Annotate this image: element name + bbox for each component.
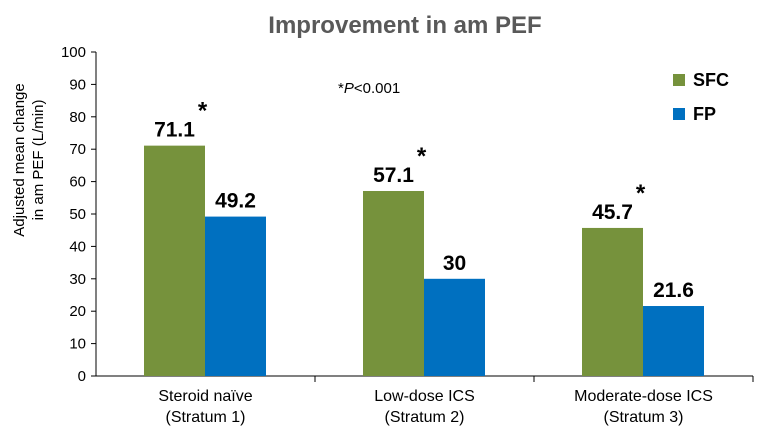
annotation-suffix: <0.001 xyxy=(354,80,400,97)
y-tick-label: 20 xyxy=(69,303,86,320)
legend-swatch-sfc xyxy=(673,74,685,86)
legend-swatch-fp xyxy=(673,108,685,120)
data-label: 30 xyxy=(443,252,466,275)
bar-sfc xyxy=(144,145,205,376)
legend: SFC FP xyxy=(673,70,729,124)
y-tick-label: 100 xyxy=(61,44,86,61)
x-category-label: (Stratum 2) xyxy=(384,409,464,426)
x-category-label: (Stratum 3) xyxy=(603,409,683,426)
y-tick-label: 40 xyxy=(69,238,86,255)
annotation-prefix: * xyxy=(338,80,344,97)
bar-sfc xyxy=(363,190,424,376)
y-tick-label: 60 xyxy=(69,174,86,191)
bar-fp xyxy=(643,306,704,376)
x-category-label: Steroid naïve xyxy=(158,388,252,405)
y-axis-label-line-1: Adjusted mean change xyxy=(11,83,28,236)
y-tick-label: 80 xyxy=(69,109,86,126)
y-axis-label-line-2: in am PEF (L/min) xyxy=(30,100,47,221)
data-label: 71.1 xyxy=(154,119,195,142)
x-category-label: (Stratum 1) xyxy=(165,409,245,426)
y-tick-label: 0 xyxy=(78,368,86,385)
data-label: 49.2 xyxy=(215,190,256,213)
significance-star: * xyxy=(636,180,646,207)
significance-star: * xyxy=(417,143,427,170)
y-tick-label: 90 xyxy=(69,76,86,93)
axes: 0 10 20 30 40 50 60 70 80 90 100 Steroid naïve (Stra… xyxy=(61,44,754,426)
y-tick-label: 30 xyxy=(69,271,86,288)
legend-label-sfc: SFC xyxy=(693,70,729,90)
data-label: 21.6 xyxy=(653,279,694,302)
x-category-label: Low-dose ICS xyxy=(374,388,475,405)
bar-sfc xyxy=(582,227,643,376)
data-label: 57.1 xyxy=(373,164,414,187)
annotation-p: P xyxy=(344,80,354,97)
y-tick-label: 70 xyxy=(69,141,86,158)
y-tick-label: 10 xyxy=(69,336,86,353)
data-label: 45.7 xyxy=(592,201,633,224)
significance-star: * xyxy=(198,98,208,125)
bar-fp xyxy=(424,278,485,376)
x-category-label: Moderate-dose ICS xyxy=(574,388,713,405)
legend-label-fp: FP xyxy=(693,104,716,124)
bar-fp xyxy=(205,216,266,376)
significance-annotation: *P<0.001 xyxy=(338,80,400,97)
y-tick-label: 50 xyxy=(69,206,86,223)
chart-title: Improvement in am PEF xyxy=(268,12,541,39)
